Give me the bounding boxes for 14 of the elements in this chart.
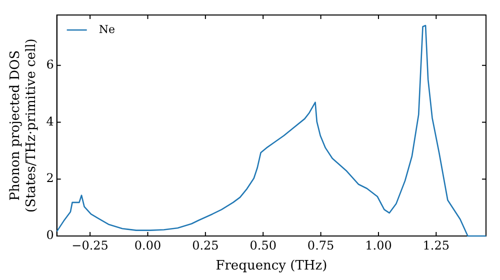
x-tick-label: 0.50 [250,238,276,252]
y-tick-label: 0 [46,228,54,242]
x-tick-label: 0.75 [307,238,334,252]
x-axis-title: Frequency (THz) [216,258,328,274]
x-tick-label: 1.00 [365,238,392,252]
y-tick-label: 6 [46,57,54,72]
y-axis-title: Phonon projected DOS (States/THz·primitive cell) [8,38,39,213]
x-tick-label: −0.25 [72,238,108,252]
x-tick-label: 0.25 [192,238,219,252]
legend-label: Ne [98,22,115,36]
x-tick-label: 0.00 [134,238,162,252]
y-tick-label: 4 [46,114,54,128]
x-tick-label: 1.25 [422,238,450,252]
y-tick-label: 2 [46,171,54,186]
